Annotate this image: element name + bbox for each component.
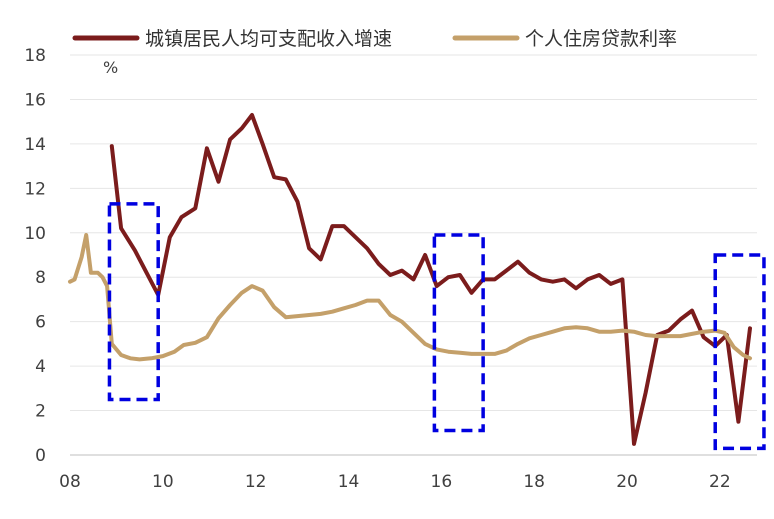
x-tick-label: 22 [709, 472, 731, 492]
x-tick-label: 20 [616, 472, 638, 492]
dashed-highlight-boxes [107, 202, 766, 451]
x-tick-label: 08 [59, 472, 81, 492]
y-tick-label: 18 [24, 46, 46, 66]
legend-label-2: 个人住房贷款利率 [525, 28, 677, 50]
x-tick-label: 12 [245, 472, 267, 492]
highlight-box [432, 233, 485, 433]
y-tick-label: 8 [35, 268, 46, 288]
y-tick-labels: 0 2 4 6 8 10 12 14 16 18 [24, 46, 46, 466]
x-tick-label: 16 [431, 472, 453, 492]
highlight-box [107, 202, 160, 402]
legend-label-1: 城镇居民人均可支配收入增速 [145, 28, 392, 50]
y-tick-label: 16 [24, 90, 46, 110]
y-tick-label: 0 [35, 446, 46, 466]
series-line-1 [109, 113, 752, 446]
x-tick-label: 10 [152, 472, 174, 492]
y-tick-label: 6 [35, 313, 46, 333]
x-tick-label: 14 [338, 472, 360, 492]
series-lines [68, 113, 752, 446]
y-tick-label: 4 [35, 357, 46, 377]
series-line-2 [68, 233, 752, 362]
y-tick-label: 12 [24, 179, 46, 199]
y-tick-label: 2 [35, 402, 46, 422]
y-gridlines [70, 54, 757, 412]
y-tick-label: 14 [24, 135, 46, 155]
legend: 城镇居民人均可支配收入增速 个人住房贷款利率 [72, 28, 677, 50]
y-tick-label: 10 [24, 224, 46, 244]
x-tick-labels: 08 10 12 14 16 18 20 22 [59, 472, 731, 492]
unit-label: % [103, 58, 118, 77]
x-tick-label: 18 [523, 472, 545, 492]
highlight-box [713, 253, 766, 451]
